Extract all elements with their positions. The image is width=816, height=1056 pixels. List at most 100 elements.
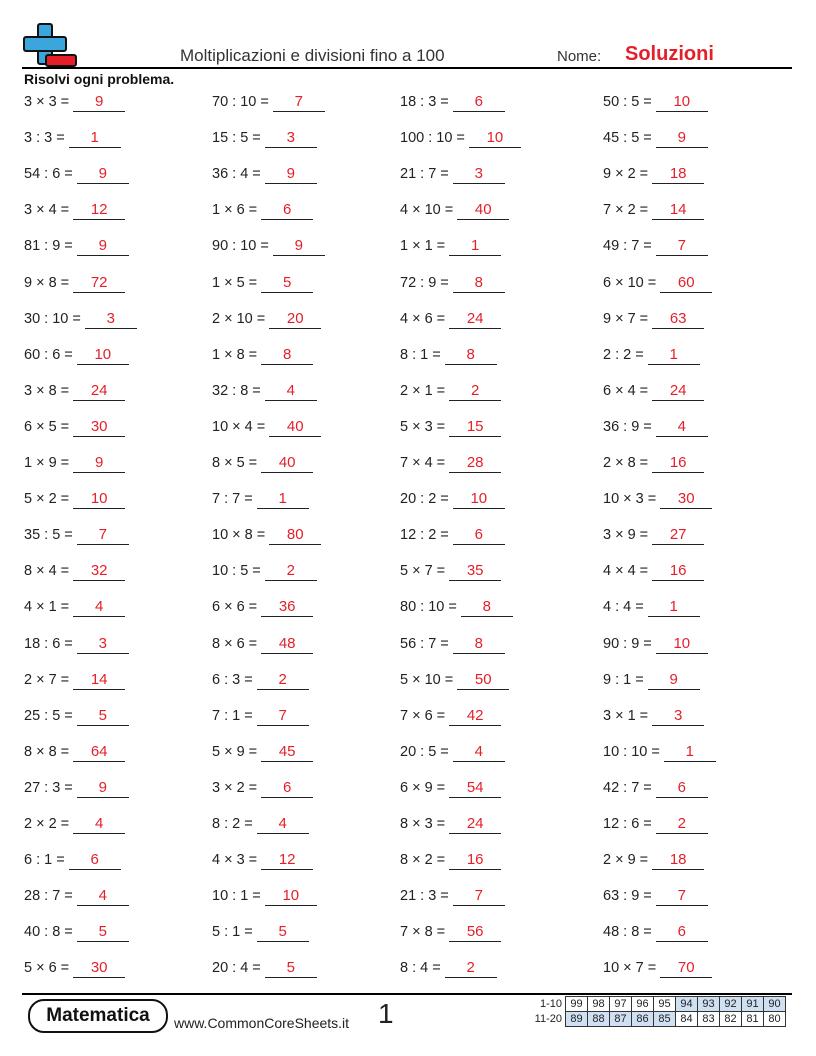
- answer-blank[interactable]: 20: [269, 310, 322, 329]
- answer-blank[interactable]: 4: [264, 382, 317, 401]
- answer-blank[interactable]: 5: [256, 923, 309, 943]
- answer-blank[interactable]: 3: [264, 129, 317, 149]
- answer-blank[interactable]: 6: [452, 93, 505, 112]
- answer-blank[interactable]: 70: [660, 959, 713, 979]
- answer-blank[interactable]: 6: [655, 923, 708, 943]
- answer-blank[interactable]: 1: [68, 129, 121, 149]
- answer-blank[interactable]: 30: [73, 959, 126, 979]
- answer-blank[interactable]: 12: [73, 201, 126, 221]
- answer-blank[interactable]: 3: [84, 310, 137, 329]
- answer-blank[interactable]: 10: [76, 346, 129, 365]
- answer-blank[interactable]: 9: [73, 454, 126, 473]
- answer-blank[interactable]: 9: [655, 129, 708, 149]
- answer-blank[interactable]: 60: [660, 274, 713, 293]
- answer-blank[interactable]: 24: [449, 310, 502, 329]
- answer-blank[interactable]: 4: [76, 887, 129, 907]
- answer-blank[interactable]: 24: [73, 382, 126, 401]
- answer-blank[interactable]: 9: [264, 165, 317, 185]
- answer-blank[interactable]: 30: [660, 490, 713, 510]
- answer-blank[interactable]: 27: [652, 526, 705, 546]
- answer-blank[interactable]: 4: [73, 598, 126, 618]
- answer-blank[interactable]: 3: [452, 165, 505, 185]
- answer-blank[interactable]: 45: [261, 743, 314, 762]
- answer-blank[interactable]: 24: [652, 382, 705, 401]
- answer-blank[interactable]: 36: [261, 598, 314, 618]
- answer-blank[interactable]: 7: [256, 707, 309, 726]
- answer-blank[interactable]: 8: [452, 274, 505, 293]
- answer-blank[interactable]: 48: [261, 635, 314, 654]
- answer-blank[interactable]: 6: [261, 779, 314, 798]
- answer-blank[interactable]: 5: [76, 707, 129, 726]
- answer-blank[interactable]: 16: [449, 851, 502, 871]
- answer-blank[interactable]: 7: [76, 526, 129, 546]
- answer-blank[interactable]: 16: [652, 454, 705, 473]
- answer-blank[interactable]: 9: [73, 93, 126, 112]
- answer-blank[interactable]: 54: [449, 779, 502, 798]
- answer-blank[interactable]: 16: [652, 562, 705, 582]
- answer-blank[interactable]: 4: [256, 815, 309, 834]
- answer-blank[interactable]: 8: [444, 346, 497, 365]
- answer-blank[interactable]: 9: [76, 165, 129, 185]
- answer-blank[interactable]: 80: [269, 526, 322, 546]
- answer-blank[interactable]: 1: [647, 598, 700, 618]
- answer-blank[interactable]: 10: [655, 635, 708, 654]
- answer-blank[interactable]: 5: [76, 923, 129, 943]
- answer-blank[interactable]: 1: [449, 237, 502, 257]
- answer-blank[interactable]: 9: [647, 671, 700, 690]
- answer-blank[interactable]: 2: [449, 382, 502, 401]
- answer-blank[interactable]: 2: [444, 959, 497, 979]
- answer-blank[interactable]: 8: [452, 635, 505, 654]
- answer-blank[interactable]: 4: [73, 815, 126, 834]
- answer-blank[interactable]: 63: [652, 310, 705, 329]
- answer-blank[interactable]: 8: [460, 598, 513, 618]
- answer-blank[interactable]: 40: [269, 418, 322, 437]
- answer-blank[interactable]: 18: [652, 851, 705, 871]
- answer-blank[interactable]: 3: [652, 707, 705, 726]
- answer-blank[interactable]: 42: [449, 707, 502, 726]
- answer-blank[interactable]: 40: [261, 454, 314, 473]
- answer-blank[interactable]: 10: [468, 129, 521, 149]
- answer-blank[interactable]: 10: [655, 93, 708, 112]
- answer-blank[interactable]: 4: [452, 743, 505, 762]
- answer-blank[interactable]: 28: [449, 454, 502, 473]
- answer-blank[interactable]: 1: [256, 490, 309, 510]
- answer-blank[interactable]: 8: [261, 346, 314, 365]
- answer-blank[interactable]: 5: [264, 959, 317, 979]
- answer-blank[interactable]: 4: [655, 418, 708, 437]
- answer-blank[interactable]: 30: [73, 418, 126, 437]
- answer-blank[interactable]: 2: [264, 562, 317, 582]
- answer-blank[interactable]: 3: [76, 635, 129, 654]
- answer-blank[interactable]: 9: [76, 237, 129, 257]
- answer-blank[interactable]: 12: [261, 851, 314, 871]
- answer-blank[interactable]: 14: [652, 201, 705, 221]
- answer-blank[interactable]: 9: [272, 237, 325, 257]
- answer-blank[interactable]: 35: [449, 562, 502, 582]
- answer-blank[interactable]: 9: [76, 779, 129, 798]
- answer-blank[interactable]: 10: [452, 490, 505, 510]
- answer-blank[interactable]: 10: [73, 490, 126, 510]
- answer-blank[interactable]: 6: [655, 779, 708, 798]
- answer-blank[interactable]: 7: [452, 887, 505, 907]
- answer-blank[interactable]: 50: [457, 671, 510, 690]
- answer-blank[interactable]: 6: [261, 201, 314, 221]
- answer-blank[interactable]: 2: [655, 815, 708, 834]
- answer-blank[interactable]: 64: [73, 743, 126, 762]
- answer-blank[interactable]: 24: [449, 815, 502, 834]
- answer-blank[interactable]: 2: [256, 671, 309, 690]
- answer-blank[interactable]: 7: [655, 887, 708, 907]
- answer-blank[interactable]: 32: [73, 562, 126, 582]
- answer-blank[interactable]: 56: [449, 923, 502, 943]
- answer-blank[interactable]: 14: [73, 671, 126, 690]
- answer-blank[interactable]: 7: [272, 93, 325, 112]
- answer-blank[interactable]: 6: [68, 851, 121, 871]
- answer-blank[interactable]: 7: [655, 237, 708, 257]
- answer-blank[interactable]: 15: [449, 418, 502, 437]
- answer-blank[interactable]: 6: [452, 526, 505, 546]
- answer-blank[interactable]: 1: [647, 346, 700, 365]
- answer-blank[interactable]: 18: [652, 165, 705, 185]
- answer-blank[interactable]: 1: [663, 743, 716, 762]
- answer-blank[interactable]: 10: [264, 887, 317, 907]
- answer-blank[interactable]: 5: [261, 274, 314, 293]
- answer-blank[interactable]: 40: [457, 201, 510, 221]
- answer-blank[interactable]: 72: [73, 274, 126, 293]
